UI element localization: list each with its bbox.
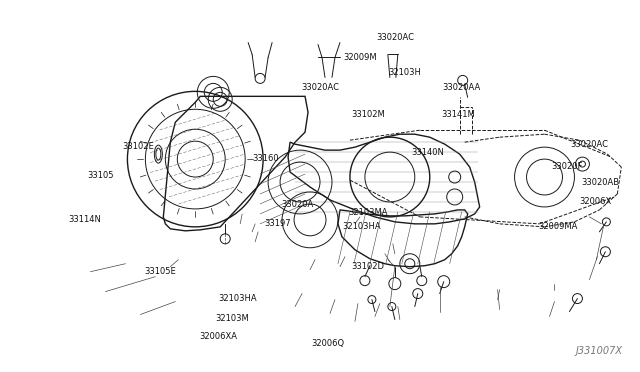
Text: 32103MA: 32103MA (348, 208, 388, 217)
Text: 33102D: 33102D (351, 262, 385, 271)
Text: 33020AA: 33020AA (443, 83, 481, 92)
Text: 33020AB: 33020AB (581, 177, 620, 186)
Text: 33102E: 33102E (122, 142, 154, 151)
Text: 33020AC: 33020AC (570, 140, 609, 149)
Text: 32103HA: 32103HA (218, 294, 257, 303)
Text: 32006XA: 32006XA (199, 332, 237, 341)
Text: 32009MA: 32009MA (539, 222, 578, 231)
Circle shape (389, 278, 401, 290)
Text: 32006X: 32006X (579, 198, 612, 206)
Text: J331007X: J331007X (575, 346, 622, 356)
Text: 33105: 33105 (87, 170, 114, 180)
Text: 33160: 33160 (252, 154, 278, 163)
Text: 33020F: 33020F (552, 161, 583, 171)
Text: 33140N: 33140N (412, 148, 444, 157)
Text: 33141M: 33141M (441, 110, 475, 119)
Text: 32103HA: 32103HA (342, 222, 381, 231)
Text: 32009M: 32009M (343, 53, 377, 62)
Text: 33114N: 33114N (68, 215, 101, 224)
Text: 33020A: 33020A (281, 201, 313, 209)
Text: 32103H: 32103H (388, 68, 421, 77)
Text: 33197: 33197 (265, 219, 291, 228)
Text: 33020AC: 33020AC (376, 33, 414, 42)
Text: 33020AC: 33020AC (301, 83, 339, 92)
Text: 33105E: 33105E (145, 267, 176, 276)
Text: 32103M: 32103M (215, 314, 249, 323)
Text: 32006Q: 32006Q (312, 339, 344, 348)
Text: 33102M: 33102M (351, 110, 385, 119)
